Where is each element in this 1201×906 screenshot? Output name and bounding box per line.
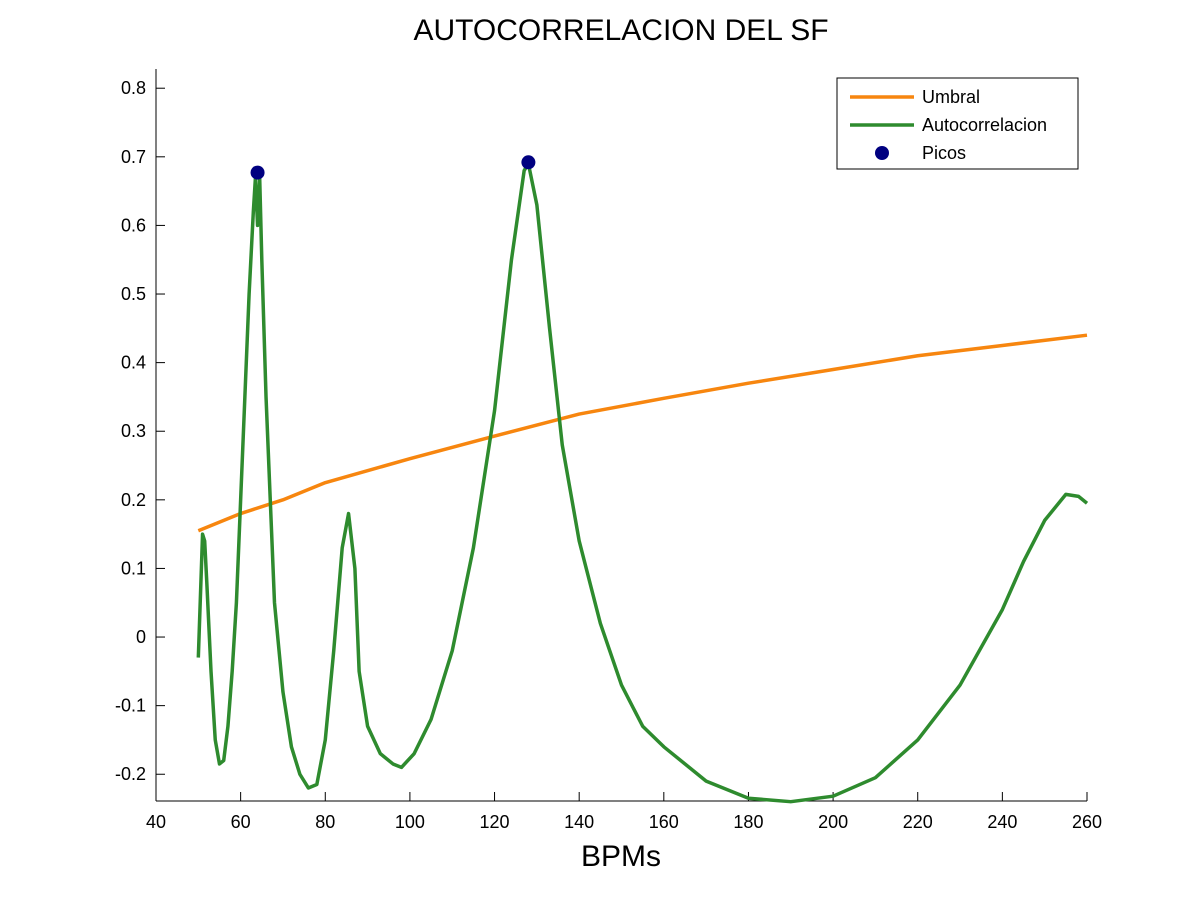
- x-tick-label: 100: [395, 812, 425, 832]
- legend: Umbral Autocorrelacion Picos: [836, 77, 1079, 170]
- y-tick-label: 0.8: [121, 78, 146, 98]
- y-tick-label: 0.3: [121, 421, 146, 441]
- x-axis-label: BPMs: [581, 840, 661, 873]
- y-tick-label: -0.1: [115, 696, 146, 716]
- y-tick-label: 0.6: [121, 215, 146, 235]
- x-tick-label: 60: [231, 812, 251, 832]
- x-tick-label: 200: [818, 812, 848, 832]
- y-tick-label: 0: [136, 627, 146, 647]
- y-tick-label: 0.5: [121, 284, 146, 304]
- x-tick-label: 80: [315, 812, 335, 832]
- x-tick-label: 160: [649, 812, 679, 832]
- y-tick-label: 0.4: [121, 353, 146, 373]
- y-tick-label: 0.2: [121, 490, 146, 510]
- legend-label: Picos: [922, 143, 966, 163]
- x-tick-label: 40: [146, 812, 166, 832]
- y-tick-label: -0.2: [115, 764, 146, 784]
- x-tick-label: 140: [564, 812, 594, 832]
- data-point: [250, 165, 265, 180]
- y-tick-label: 0.1: [121, 558, 146, 578]
- data-line: [196, 161, 1089, 804]
- chart-title: AUTOCORRELACION DEL SF: [413, 14, 828, 47]
- y-tick-label: 0.7: [121, 147, 146, 167]
- legend-marker: [875, 146, 889, 160]
- data-line: [197, 333, 1088, 533]
- x-tick-label: 240: [987, 812, 1017, 832]
- x-tick-label: 120: [480, 812, 510, 832]
- data-point: [521, 155, 536, 170]
- x-tick-label: 220: [903, 812, 933, 832]
- legend-label: Umbral: [922, 87, 980, 107]
- x-tick-label: 180: [733, 812, 763, 832]
- legend-label: Autocorrelacion: [922, 115, 1047, 135]
- x-tick-label: 260: [1072, 812, 1102, 832]
